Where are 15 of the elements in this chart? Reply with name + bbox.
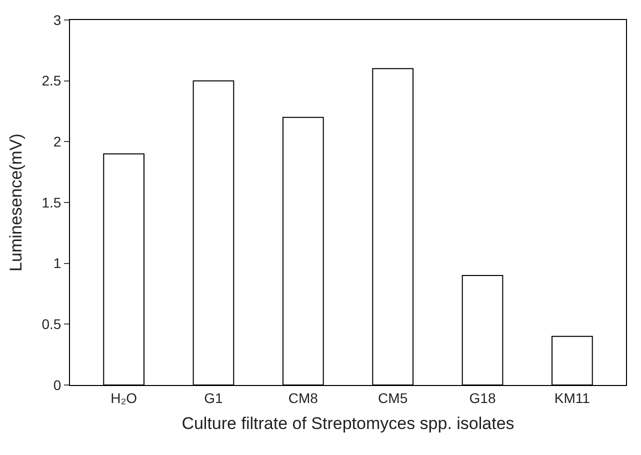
x-tick-label: CM8	[288, 390, 318, 406]
x-tick-label: G1	[204, 390, 224, 406]
x-axis-title: Culture filtrate of Streptomyces spp. isolates	[182, 414, 514, 434]
x-tick-label: G18	[469, 390, 496, 406]
y-tick-label: 1	[53, 255, 62, 272]
y-axis-title: Luminesence(mV)	[6, 134, 26, 272]
y-tick-label: 3	[53, 12, 62, 28]
x-tick-label: H₂O	[110, 390, 138, 406]
y-tick-label: 0	[53, 376, 62, 393]
y-tick-label: 2.5	[42, 72, 62, 89]
y-tick-label: 2	[53, 134, 62, 150]
y-tick-label: 1.5	[42, 194, 62, 210]
x-tick-label: CM5	[378, 390, 408, 406]
y-tick-label: 0.5	[42, 316, 62, 332]
x-tick-label: KM11	[554, 390, 590, 406]
